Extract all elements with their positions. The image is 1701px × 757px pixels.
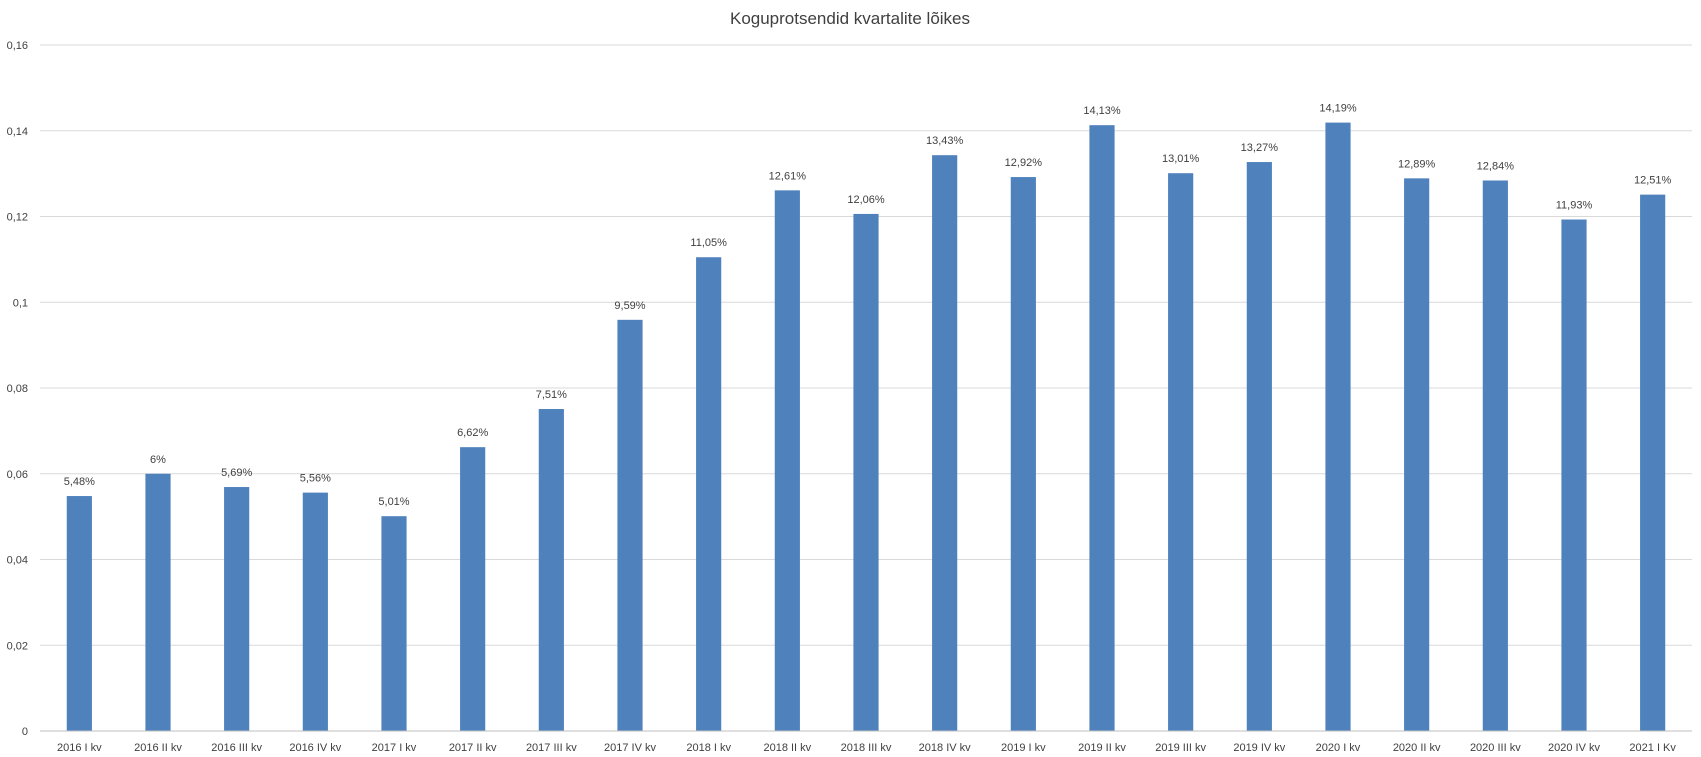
x-tick-label: 2016 III kv xyxy=(211,742,262,754)
data-label: 11,93% xyxy=(1556,200,1593,212)
bar xyxy=(302,492,328,731)
x-tick-label: 2016 IV kv xyxy=(289,742,341,754)
bar xyxy=(774,190,800,731)
y-tick-label: 0,12 xyxy=(7,212,28,224)
y-tick-label: 0,06 xyxy=(7,469,28,481)
data-label: 12,84% xyxy=(1477,160,1515,172)
data-label: 6% xyxy=(150,454,166,466)
x-tick-label: 2017 I kv xyxy=(372,742,417,754)
x-tick-label: 2020 I kv xyxy=(1316,742,1361,754)
x-tick-label: 2019 IV kv xyxy=(1233,742,1285,754)
data-label: 12,51% xyxy=(1634,175,1672,187)
bars xyxy=(66,122,1666,732)
data-label: 5,56% xyxy=(300,473,331,485)
bar xyxy=(1089,125,1115,731)
x-tick-label: 2019 II kv xyxy=(1078,742,1126,754)
data-label: 5,01% xyxy=(378,496,409,508)
y-tick-label: 0,08 xyxy=(7,383,28,395)
data-label: 6,62% xyxy=(457,427,488,439)
y-tick-label: 0,1 xyxy=(13,297,28,309)
bar xyxy=(538,409,564,731)
bar xyxy=(696,257,722,731)
bar xyxy=(145,473,171,731)
x-tick-label: 2019 I kv xyxy=(1001,742,1046,754)
bar xyxy=(1246,162,1272,731)
y-tick-label: 0,04 xyxy=(7,555,28,567)
y-axis-tick-labels: 0 0,02 0,04 0,06 0,08 0,1 0,12 0,14 0,16 xyxy=(7,40,28,738)
y-tick-label: 0,14 xyxy=(7,126,28,138)
y-tick-label: 0 xyxy=(22,726,28,738)
bar xyxy=(1404,178,1430,731)
x-tick-label: 2017 III kv xyxy=(526,742,577,754)
bar xyxy=(617,319,643,731)
x-tick-label: 2017 IV kv xyxy=(604,742,656,754)
bar xyxy=(1640,194,1666,732)
data-label: 12,61% xyxy=(769,170,807,182)
x-tick-label: 2018 IV kv xyxy=(919,742,971,754)
x-tick-label: 2018 III kv xyxy=(841,742,892,754)
x-tick-label: 2016 I kv xyxy=(57,742,102,754)
bar xyxy=(1325,122,1351,731)
x-tick-label: 2019 III kv xyxy=(1155,742,1206,754)
data-label: 9,59% xyxy=(614,300,645,312)
x-tick-label: 2021 I Kv xyxy=(1629,742,1676,754)
bar xyxy=(224,487,250,731)
data-label: 12,06% xyxy=(847,194,885,206)
bar xyxy=(932,155,958,732)
data-label: 12,92% xyxy=(1005,157,1043,169)
x-tick-label: 2017 II kv xyxy=(449,742,497,754)
data-label: 14,13% xyxy=(1083,105,1121,117)
x-axis-tick-labels: 2016 I kv 2016 II kv 2016 III kv 2016 IV kv… xyxy=(57,742,1676,754)
y-tick-label: 0,16 xyxy=(7,40,28,52)
bar xyxy=(460,447,486,731)
data-label: 7,51% xyxy=(536,389,567,401)
data-label: 11,05% xyxy=(690,237,727,249)
data-label: 13,43% xyxy=(926,135,964,147)
bar xyxy=(381,516,407,731)
data-label: 13,27% xyxy=(1241,142,1279,154)
x-tick-label: 2020 III kv xyxy=(1470,742,1521,754)
data-label: 5,69% xyxy=(221,467,252,479)
bar xyxy=(66,496,92,731)
x-tick-label: 2018 I kv xyxy=(686,742,731,754)
bar xyxy=(1168,173,1194,732)
y-tick-label: 0,02 xyxy=(7,640,28,652)
x-tick-label: 2016 II kv xyxy=(134,742,182,754)
bar xyxy=(853,213,879,732)
data-label: 13,01% xyxy=(1162,153,1200,165)
data-label: 5,48% xyxy=(64,476,95,488)
bar xyxy=(1482,180,1508,732)
x-tick-label: 2020 IV kv xyxy=(1548,742,1600,754)
data-label: 14,19% xyxy=(1319,103,1357,115)
chart-title: Koguprotsendid kvartalite lõikes xyxy=(730,9,970,28)
x-tick-label: 2020 II kv xyxy=(1393,742,1441,754)
data-label: 12,89% xyxy=(1398,158,1436,170)
x-tick-label: 2018 II kv xyxy=(763,742,811,754)
bar xyxy=(1010,177,1036,731)
data-labels: 5,48% 6% 5,69% 5,56% 5,01% 6,62% 7,51% 9,59% 11,… xyxy=(64,103,1672,509)
bar xyxy=(1561,219,1587,731)
